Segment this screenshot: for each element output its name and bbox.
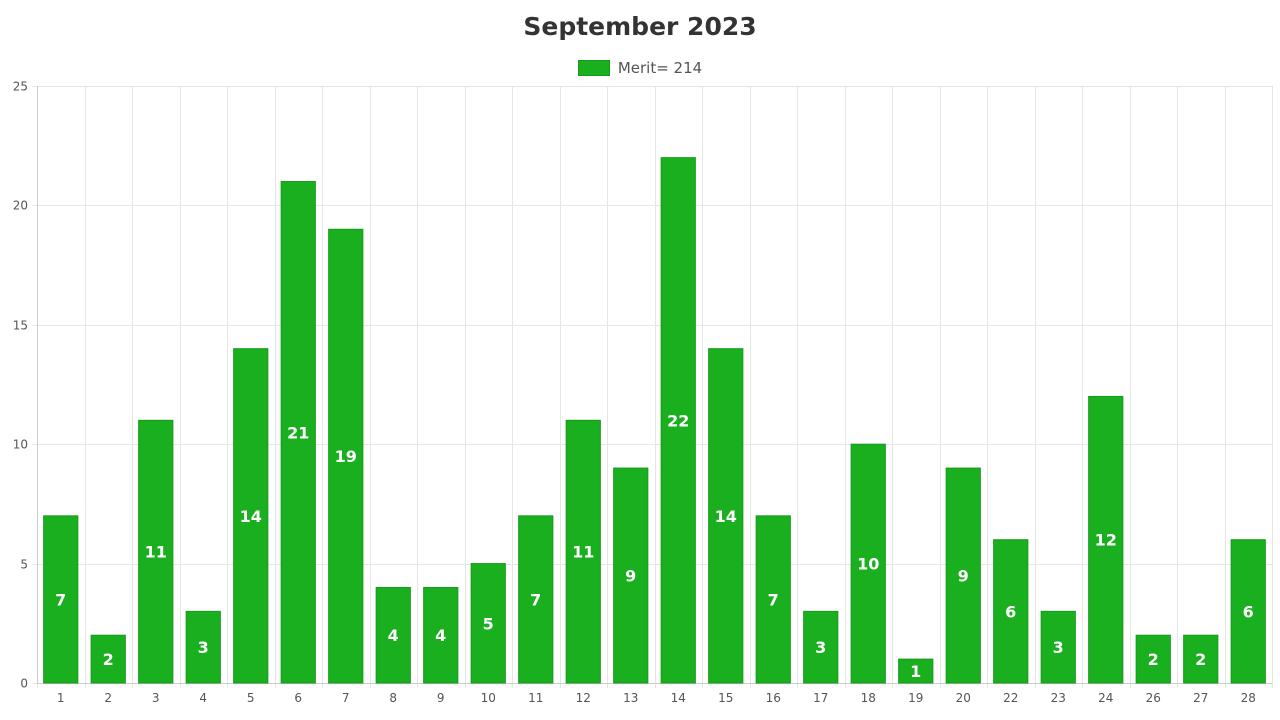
- bar[interactable]: [518, 515, 554, 684]
- bar[interactable]: [803, 610, 839, 684]
- x-tick-label: 17: [813, 691, 828, 705]
- bar[interactable]: [850, 443, 886, 684]
- x-tick-label: 5: [247, 691, 255, 705]
- bar-data-label: 14: [715, 507, 737, 526]
- bar[interactable]: [565, 419, 601, 684]
- x-tick-label: 10: [481, 691, 496, 705]
- bar[interactable]: [660, 157, 696, 684]
- x-tick-label: 13: [623, 691, 638, 705]
- x-tick-label: 27: [1193, 691, 1208, 705]
- bar-data-label: 6: [1243, 602, 1254, 621]
- x-tick-label: 18: [861, 691, 876, 705]
- bar-data-label: 19: [335, 447, 357, 466]
- x-tick-label: 7: [342, 691, 350, 705]
- bar-data-label: 4: [435, 626, 446, 645]
- x-tick-label: 6: [294, 691, 302, 705]
- bar-data-label: 6: [1005, 602, 1016, 621]
- bar-data-label: 3: [198, 638, 209, 657]
- bar-data-label: 3: [815, 638, 826, 657]
- bar-data-label: 22: [667, 411, 689, 430]
- x-tick-label: 23: [1051, 691, 1066, 705]
- bar[interactable]: [280, 181, 316, 684]
- x-tick-label: 1: [57, 691, 65, 705]
- x-tick-label: 11: [528, 691, 543, 705]
- bar-data-label: 2: [1195, 650, 1206, 669]
- legend-swatch: [577, 60, 610, 76]
- bar[interactable]: [375, 586, 411, 684]
- x-tick-label: 14: [671, 691, 686, 705]
- bar[interactable]: [185, 610, 221, 684]
- bar-data-label: 7: [768, 590, 779, 609]
- x-tick-label: 28: [1241, 691, 1256, 705]
- bar-data-label: 11: [572, 543, 594, 562]
- bar[interactable]: [1088, 395, 1124, 684]
- bar[interactable]: [1135, 634, 1171, 684]
- x-tick-label: 16: [766, 691, 781, 705]
- y-tick-label: 15: [13, 319, 28, 333]
- bar-data-label: 11: [145, 543, 167, 562]
- x-tick-label: 3: [152, 691, 160, 705]
- bar-data-label: 7: [55, 590, 66, 609]
- bar-data-label: 3: [1053, 638, 1064, 657]
- bar-data-label: 21: [287, 423, 309, 442]
- bar[interactable]: [1183, 634, 1219, 684]
- bar-data-label: 12: [1095, 531, 1117, 550]
- x-tick-label: 26: [1146, 691, 1161, 705]
- bar[interactable]: [233, 348, 269, 684]
- bar-data-label: 14: [240, 507, 262, 526]
- bar-data-label: 5: [483, 614, 494, 633]
- bar[interactable]: [43, 515, 79, 684]
- x-tick-label: 8: [389, 691, 397, 705]
- bar[interactable]: [470, 563, 506, 684]
- bar-data-label: 7: [530, 590, 541, 609]
- bar-data-label: 10: [857, 555, 879, 574]
- bar-data-label: 9: [958, 567, 969, 586]
- bar[interactable]: [1040, 610, 1076, 684]
- bar[interactable]: [613, 467, 649, 684]
- y-tick-label: 0: [20, 677, 28, 691]
- bar[interactable]: [993, 539, 1029, 684]
- x-tick-label: 4: [199, 691, 207, 705]
- x-tick-label: 24: [1098, 691, 1113, 705]
- bar-data-label: 9: [625, 567, 636, 586]
- x-tick-label: 12: [576, 691, 591, 705]
- bar[interactable]: [708, 348, 744, 684]
- bar-data-label: 2: [103, 650, 114, 669]
- x-tick-label: 22: [1003, 691, 1018, 705]
- bar-data-label: 1: [910, 662, 921, 681]
- chart-legend[interactable]: Merit= 214: [0, 59, 1280, 77]
- bar-data-label: 2: [1148, 650, 1159, 669]
- x-tick-label: 20: [956, 691, 971, 705]
- x-tick-label: 15: [718, 691, 733, 705]
- bar-data-label: 4: [388, 626, 399, 645]
- bar[interactable]: [898, 658, 934, 684]
- y-tick-label: 25: [13, 80, 28, 94]
- x-tick-label: 19: [908, 691, 923, 705]
- bar[interactable]: [423, 586, 459, 684]
- bar[interactable]: [138, 419, 174, 684]
- bar[interactable]: [1230, 539, 1266, 684]
- bar[interactable]: [755, 515, 791, 684]
- bar[interactable]: [945, 467, 981, 684]
- chart-title: September 2023: [523, 12, 757, 41]
- legend-label: Merit= 214: [617, 59, 703, 77]
- bar[interactable]: [328, 228, 364, 684]
- y-tick-label: 10: [13, 438, 28, 452]
- y-tick-label: 5: [20, 558, 28, 572]
- y-tick-label: 20: [13, 199, 28, 213]
- x-tick-label: 2: [104, 691, 112, 705]
- bar[interactable]: [90, 634, 126, 684]
- x-tick-label: 9: [437, 691, 445, 705]
